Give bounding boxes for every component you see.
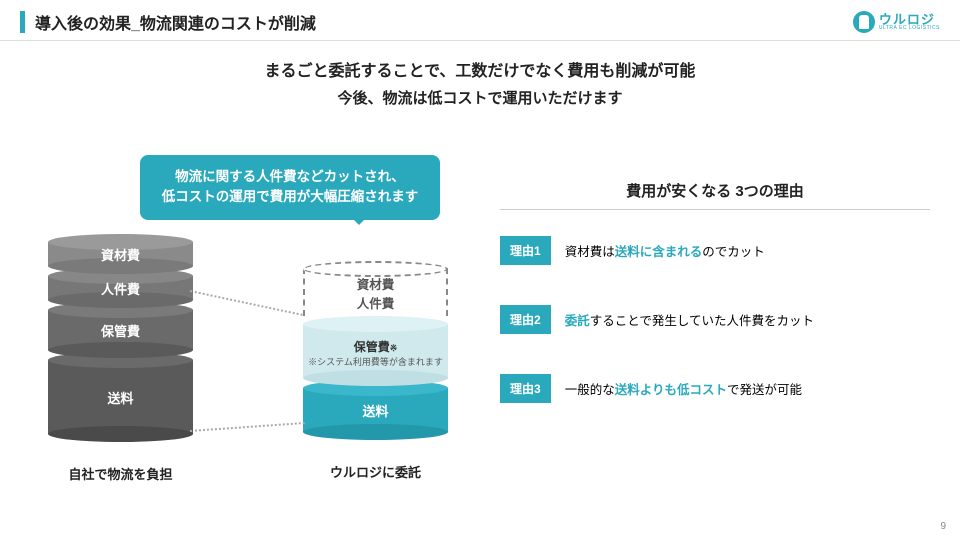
reason-text: 資材費は送料に含まれるのでカット: [565, 241, 765, 260]
right-cylinder-label: ウルロジに委託: [330, 462, 421, 481]
subtitle-line1: まるごと委託することで、工数だけでなく費用も削減が可能: [0, 57, 960, 81]
right-cylinder-col: 資材費人件費保管費※※システム利用費等が含まれます送料 ウルロジに委託: [303, 242, 448, 483]
reasons-block: 費用が安くなる 3つの理由 理由1 資材費は送料に含まれるのでカット理由2 委託する…: [500, 180, 930, 443]
brand-logo: ウルロジ ULTRA EC LOGISTICS: [853, 11, 940, 33]
subtitle-block: まるごと委託することで、工数だけでなく費用も削減が可能 今後、物流は低コストで運…: [0, 57, 960, 108]
left-seg-1: 人件費: [48, 276, 193, 300]
reasons-divider: [500, 209, 930, 210]
right-seg-0: 保管費※※システム利用費等が含まれます: [303, 324, 448, 378]
reason-text: 委託することで発生していた人件費をカット: [565, 310, 814, 329]
reason-tag: 理由3: [500, 374, 551, 403]
logo-en: ULTRA EC LOGISTICS: [879, 26, 940, 31]
subtitle-line2: 今後、物流は低コストで運用いただけます: [0, 87, 960, 108]
speech-line2: 低コストの運用で費用が大幅圧縮されます: [154, 187, 426, 207]
page-number: 9: [940, 521, 946, 532]
reason-tag: 理由2: [500, 305, 551, 334]
left-seg-2: 保管費: [48, 310, 193, 350]
logo-text: ウルロジ ULTRA EC LOGISTICS: [879, 13, 940, 31]
left-cylinder: 資材費人件費保管費送料: [48, 242, 193, 444]
reasons-title: 費用が安くなる 3つの理由: [500, 180, 930, 201]
reason-row-1: 理由1 資材費は送料に含まれるのでカット: [500, 236, 930, 265]
left-cylinder-col: 資材費人件費保管費送料 自社で物流を負担: [48, 242, 193, 483]
page-title: 導入後の効果_物流関連のコストが削減: [35, 10, 853, 34]
logo-icon: [853, 11, 875, 33]
right-seg-1: 送料: [303, 388, 448, 432]
left-seg-0: 資材費: [48, 242, 193, 266]
header-accent-bar: [20, 11, 25, 33]
reason-text: 一般的な送料よりも低コストで発送が可能: [565, 379, 802, 398]
left-seg-3: 送料: [48, 360, 193, 434]
right-dashed-seg: 資材費人件費: [303, 268, 448, 316]
reason-row-2: 理由2 委託することで発生していた人件費をカット: [500, 305, 930, 334]
speech-line1: 物流に関する人件費などカットされ、: [154, 167, 426, 187]
right-cylinder: 資材費人件費保管費※※システム利用費等が含まれます送料: [303, 242, 448, 442]
header: 導入後の効果_物流関連のコストが削減 ウルロジ ULTRA EC LOGISTI…: [0, 0, 960, 41]
reason-tag: 理由1: [500, 236, 551, 265]
left-cylinder-label: 自社で物流を負担: [68, 464, 172, 483]
speech-bubble: 物流に関する人件費などカットされ、 低コストの運用で費用が大幅圧縮されます: [140, 155, 440, 220]
reason-row-3: 理由3 一般的な送料よりも低コストで発送が可能: [500, 374, 930, 403]
